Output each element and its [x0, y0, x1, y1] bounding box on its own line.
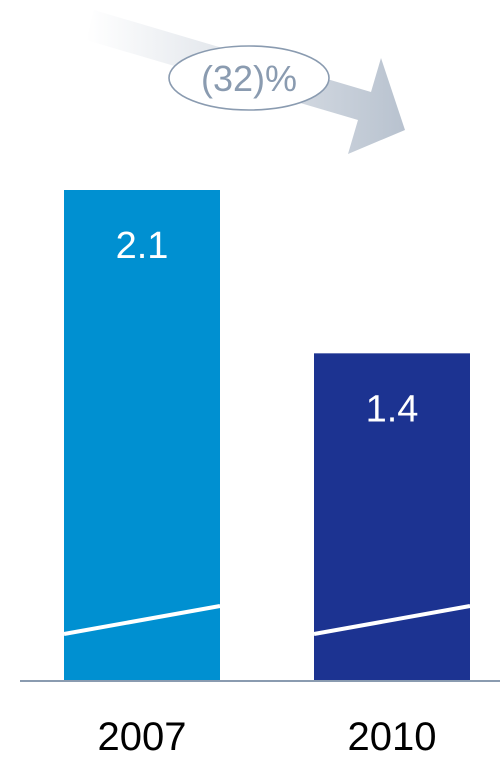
- decrease-percent-label: (32)%: [201, 58, 297, 99]
- bars-group: 2.1 1.4: [63, 190, 471, 680]
- bar-base-accent-2007: [63, 604, 221, 636]
- bar-2010: [314, 353, 470, 680]
- decrease-annotation: (32)%: [86, 10, 405, 154]
- bar-value-label-2007: 2.1: [116, 225, 169, 267]
- bar-2007: [64, 190, 220, 680]
- bar-value-label-2010: 1.4: [366, 388, 419, 430]
- x-tick-label-2010: 2010: [348, 715, 437, 759]
- x-tick-labels: 2007 2010: [98, 715, 437, 759]
- decrease-bubble: [168, 45, 330, 111]
- x-tick-label-2007: 2007: [98, 715, 187, 759]
- bar-base-accent-2010: [313, 604, 471, 636]
